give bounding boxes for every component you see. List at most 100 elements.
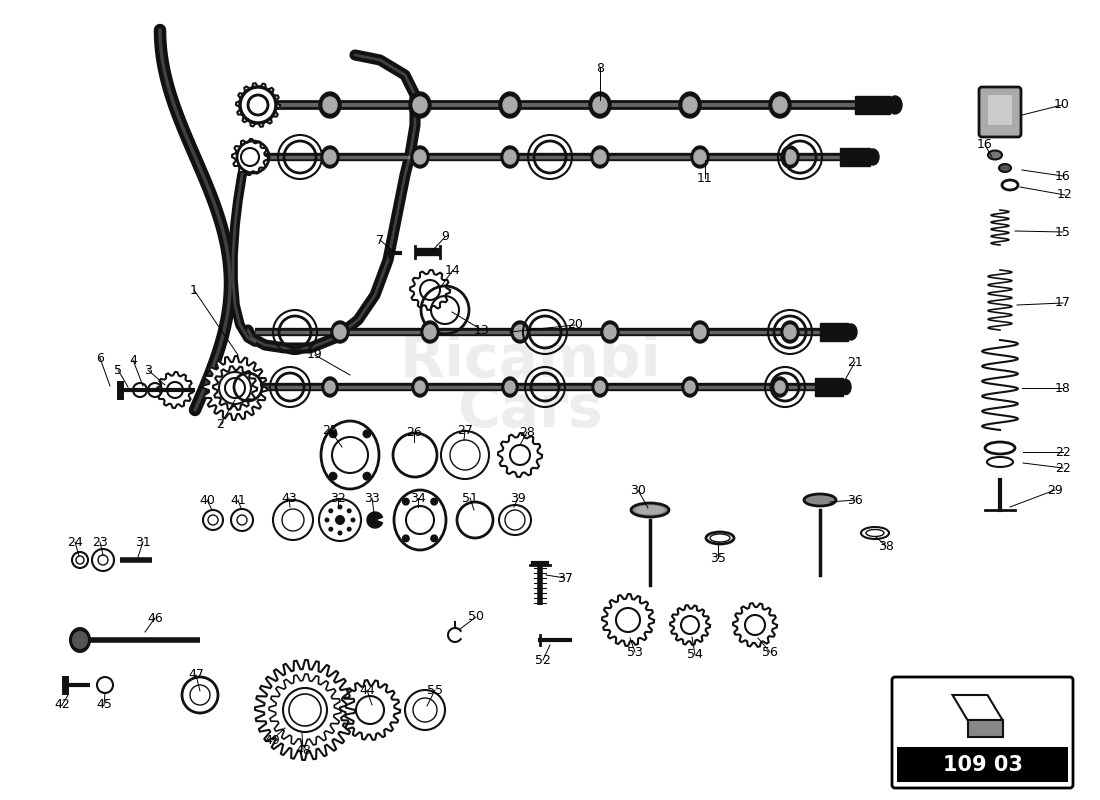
- Ellipse shape: [69, 627, 91, 653]
- Bar: [855, 96, 890, 114]
- Ellipse shape: [514, 325, 526, 339]
- Text: 25: 25: [322, 423, 338, 437]
- Ellipse shape: [591, 146, 609, 168]
- Text: 21: 21: [847, 355, 862, 369]
- Text: 109 03: 109 03: [943, 755, 1022, 775]
- Text: Ricambi: Ricambi: [399, 331, 661, 389]
- Ellipse shape: [988, 150, 1002, 159]
- Ellipse shape: [321, 146, 339, 168]
- Text: 8: 8: [596, 62, 604, 74]
- Ellipse shape: [592, 377, 608, 397]
- Text: Cars: Cars: [458, 382, 603, 438]
- Text: 48: 48: [295, 743, 311, 757]
- Ellipse shape: [412, 97, 427, 113]
- Ellipse shape: [691, 321, 710, 343]
- Ellipse shape: [781, 146, 799, 168]
- Circle shape: [336, 515, 345, 525]
- Text: 43: 43: [282, 491, 297, 505]
- Polygon shape: [232, 139, 268, 175]
- Ellipse shape: [635, 506, 666, 514]
- Ellipse shape: [604, 325, 616, 339]
- Text: 16: 16: [977, 138, 993, 151]
- Text: 13: 13: [474, 323, 490, 337]
- Ellipse shape: [594, 150, 606, 164]
- Text: 34: 34: [410, 491, 426, 505]
- Circle shape: [338, 505, 342, 510]
- Polygon shape: [410, 270, 450, 310]
- Bar: [896, 747, 1068, 782]
- Ellipse shape: [683, 97, 697, 113]
- Text: 30: 30: [630, 483, 646, 497]
- Text: 50: 50: [468, 610, 484, 623]
- Text: 1: 1: [190, 283, 198, 297]
- Text: 35: 35: [711, 551, 726, 565]
- Circle shape: [329, 430, 338, 438]
- Ellipse shape: [334, 325, 346, 339]
- Ellipse shape: [499, 92, 521, 118]
- Circle shape: [338, 530, 342, 535]
- Ellipse shape: [588, 92, 610, 118]
- Ellipse shape: [784, 150, 796, 164]
- Polygon shape: [204, 356, 267, 420]
- Text: 23: 23: [92, 535, 108, 549]
- Text: 51: 51: [462, 491, 477, 505]
- Text: 47: 47: [188, 669, 204, 682]
- Text: 45: 45: [96, 698, 112, 711]
- Circle shape: [346, 526, 352, 532]
- Circle shape: [328, 508, 333, 514]
- Ellipse shape: [505, 381, 515, 393]
- Ellipse shape: [409, 92, 431, 118]
- Ellipse shape: [804, 494, 836, 506]
- Text: 36: 36: [847, 494, 862, 506]
- Text: 41: 41: [230, 494, 246, 506]
- Bar: [820, 323, 848, 341]
- Circle shape: [363, 472, 372, 481]
- Text: 56: 56: [762, 646, 778, 658]
- Ellipse shape: [500, 146, 519, 168]
- Ellipse shape: [679, 92, 701, 118]
- Ellipse shape: [324, 150, 336, 164]
- Ellipse shape: [694, 150, 706, 164]
- FancyBboxPatch shape: [979, 87, 1021, 137]
- Ellipse shape: [769, 92, 791, 118]
- Text: 22: 22: [1055, 446, 1071, 458]
- Text: 52: 52: [535, 654, 551, 666]
- Text: 32: 32: [330, 491, 345, 505]
- Circle shape: [363, 430, 372, 438]
- Ellipse shape: [502, 377, 518, 397]
- Text: 11: 11: [697, 171, 713, 185]
- Ellipse shape: [322, 377, 338, 397]
- Ellipse shape: [685, 381, 695, 393]
- Ellipse shape: [601, 321, 619, 343]
- Text: 6: 6: [96, 351, 103, 365]
- Ellipse shape: [781, 321, 799, 343]
- Ellipse shape: [412, 377, 428, 397]
- Circle shape: [346, 508, 352, 514]
- Ellipse shape: [331, 321, 349, 343]
- Ellipse shape: [414, 150, 426, 164]
- Ellipse shape: [323, 97, 337, 113]
- Circle shape: [402, 498, 410, 506]
- Ellipse shape: [72, 631, 88, 649]
- Ellipse shape: [319, 92, 341, 118]
- Bar: [840, 148, 870, 166]
- Text: 39: 39: [510, 491, 526, 505]
- Ellipse shape: [504, 150, 516, 164]
- Ellipse shape: [845, 324, 857, 340]
- Circle shape: [430, 534, 438, 542]
- FancyBboxPatch shape: [892, 677, 1072, 788]
- Text: 2: 2: [216, 418, 224, 431]
- Polygon shape: [213, 366, 257, 410]
- Ellipse shape: [888, 96, 902, 114]
- Text: 18: 18: [1055, 382, 1071, 394]
- Ellipse shape: [411, 146, 429, 168]
- Ellipse shape: [772, 377, 788, 397]
- Polygon shape: [953, 695, 1002, 720]
- Text: 20: 20: [568, 318, 583, 331]
- Text: 9: 9: [441, 230, 449, 243]
- Circle shape: [329, 472, 338, 481]
- Text: 14: 14: [446, 263, 461, 277]
- Ellipse shape: [503, 97, 517, 113]
- Bar: [815, 378, 843, 396]
- Polygon shape: [602, 594, 654, 646]
